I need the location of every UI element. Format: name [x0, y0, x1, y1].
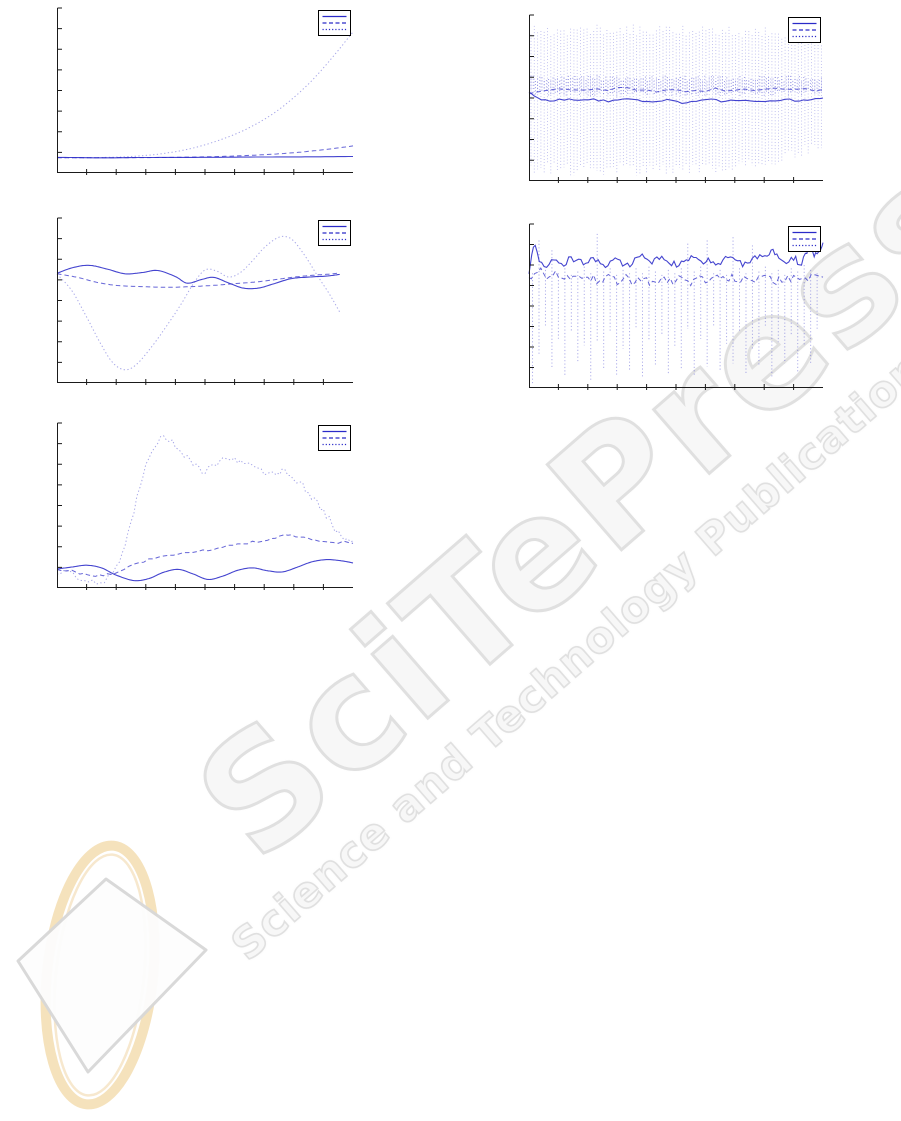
- dotted-burst: [56, 435, 354, 585]
- plot-canvas: [528, 223, 824, 390]
- solid-flat: [56, 155, 353, 159]
- legend: [318, 220, 351, 246]
- dashed-slow-rise: [57, 145, 354, 159]
- axes: [529, 223, 823, 390]
- dotted-down-spikes: [532, 233, 818, 384]
- figure-4-plot: [528, 14, 827, 187]
- dashed-spiky: [528, 267, 824, 287]
- dotted-exponential: [57, 31, 354, 159]
- legend: [318, 425, 351, 451]
- dotted-cluster-band: [530, 75, 822, 97]
- plot-canvas: [528, 14, 824, 183]
- solid-spiky: [528, 242, 824, 274]
- solid-low-waves: [56, 559, 354, 582]
- solid-mid: [528, 91, 824, 104]
- publisher-logo: [16, 840, 208, 1110]
- plot-canvas: [56, 7, 354, 175]
- axes: [57, 7, 353, 175]
- figure-2-plot: [56, 217, 357, 389]
- axes: [57, 422, 353, 590]
- dashed-mid: [528, 86, 824, 94]
- plot-canvas: [56, 422, 354, 590]
- axes: [57, 217, 353, 385]
- dashed-gentle-rise: [56, 533, 354, 577]
- dashed-shallow: [56, 272, 340, 288]
- dotted-swing: [56, 235, 341, 371]
- logo-diamond-icon: [16, 877, 208, 1074]
- figure-3-plot: [56, 422, 357, 594]
- plot-canvas: [56, 217, 353, 385]
- legend: [318, 10, 351, 36]
- dotted-noise-fill: [530, 24, 822, 176]
- legend: [788, 17, 821, 43]
- solid-wavy: [56, 264, 340, 290]
- figure-5-plot: [528, 223, 827, 394]
- axes: [529, 14, 823, 183]
- figure-1-plot: [56, 7, 357, 179]
- legend: [788, 226, 821, 252]
